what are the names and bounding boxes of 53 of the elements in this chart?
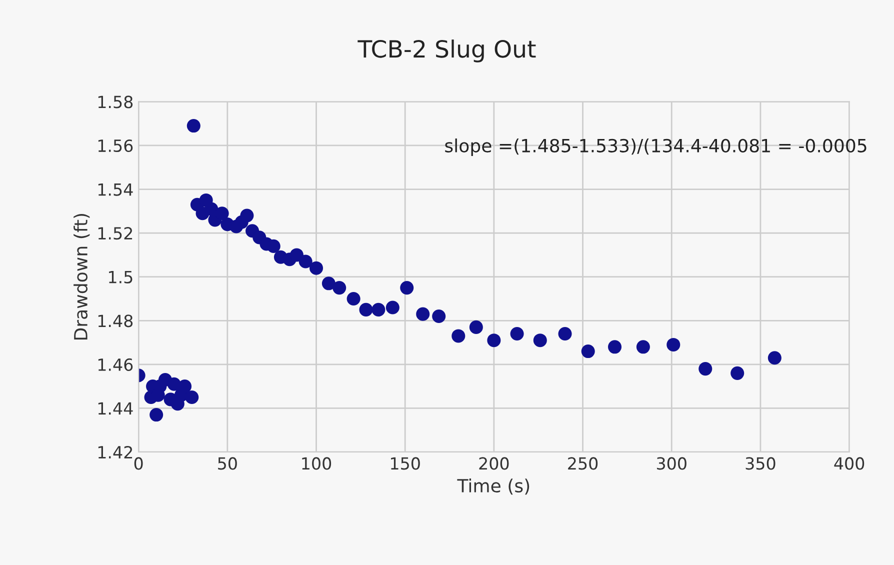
x-tick-label: 50	[218, 457, 237, 470]
point	[469, 320, 483, 334]
point	[510, 327, 524, 341]
y-tick-label: 1.48	[98, 314, 133, 328]
x-tick-label: 150	[391, 457, 420, 470]
point	[636, 340, 650, 354]
y-tick-label: 1.46	[98, 358, 133, 371]
point	[400, 281, 414, 295]
y-tick-label: 1.58	[98, 96, 133, 108]
point	[359, 302, 373, 316]
point	[533, 334, 547, 348]
point	[608, 340, 622, 354]
point	[581, 344, 595, 358]
annotation: slope =(1.485-1.533)/(134.4-40.081 = -0.0005	[445, 138, 866, 156]
point	[186, 119, 200, 133]
y-tick-label: 1.44	[98, 402, 133, 415]
y-tick-label: 1.42	[98, 446, 132, 458]
x-tick-label: 300	[656, 457, 686, 470]
y-axis-title: Drawdown (ft)	[74, 214, 90, 340]
x-tick-label: 0	[134, 457, 143, 470]
point	[178, 380, 192, 394]
point	[666, 338, 680, 352]
point	[240, 208, 254, 222]
point	[309, 261, 324, 275]
point	[322, 276, 336, 290]
x-tick-label: 200	[479, 457, 509, 470]
point	[185, 390, 199, 404]
point	[150, 408, 164, 422]
y-tick-label: 1.52	[98, 227, 132, 240]
x-tick-label: 350	[746, 457, 776, 470]
point	[487, 334, 501, 348]
point	[416, 307, 430, 321]
point	[266, 239, 280, 253]
point	[730, 366, 744, 380]
point	[215, 206, 229, 220]
chart-title: TCB-2 Slug Out	[358, 40, 536, 62]
y-tick-label: 1.56	[98, 139, 133, 152]
x-tick-label: 250	[568, 457, 598, 470]
point	[298, 254, 312, 268]
point	[432, 309, 446, 324]
y-tick-label: 1.54	[98, 183, 133, 196]
x-axis-title: Time (s)	[457, 478, 530, 495]
point	[386, 300, 400, 314]
point	[768, 351, 782, 365]
y-tick-label: 1.5	[109, 271, 132, 284]
point	[346, 292, 360, 306]
point	[452, 329, 466, 343]
point	[332, 281, 346, 295]
x-tick-label: 100	[302, 457, 332, 470]
point	[372, 302, 386, 316]
point	[698, 362, 712, 376]
point	[558, 327, 572, 341]
x-tick-label: 400	[834, 457, 864, 470]
